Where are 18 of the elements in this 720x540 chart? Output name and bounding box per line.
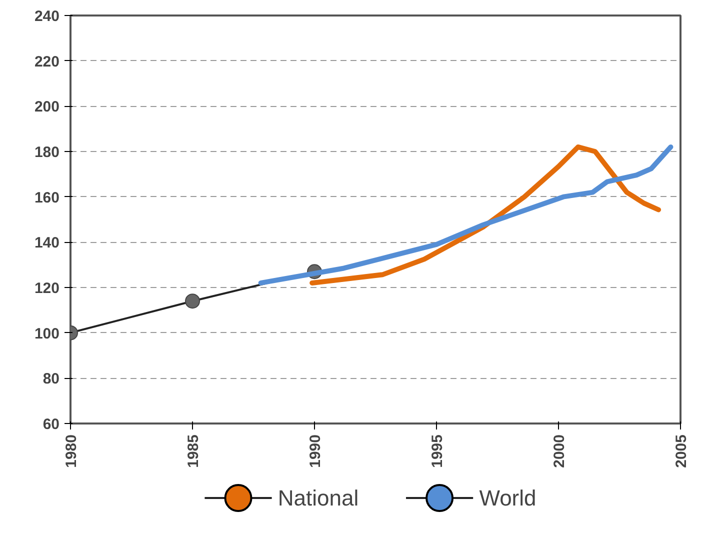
legend-label: World <box>479 486 536 510</box>
legend-label: National <box>278 486 359 510</box>
x-tick-label: 2005 <box>673 434 690 468</box>
y-tick-label: 160 <box>34 189 60 206</box>
x-tick-label: 2000 <box>551 434 568 468</box>
y-tick-label: 240 <box>34 8 60 25</box>
y-tick-label: 200 <box>34 98 60 116</box>
y-tick-label: 60 <box>42 416 60 433</box>
x-tick-label: 1985 <box>185 434 202 468</box>
y-tick-label: 180 <box>34 144 60 161</box>
y-tick-label: 220 <box>34 53 60 70</box>
x-tick-label: 1980 <box>63 434 80 468</box>
x-tick-label: 1990 <box>307 434 324 468</box>
y-tick-label: 120 <box>34 280 60 297</box>
x-tick-label: 1995 <box>429 434 446 468</box>
y-tick-label: 100 <box>34 325 60 342</box>
y-tick-label: 140 <box>34 234 60 252</box>
y-tick-label: 80 <box>42 370 60 388</box>
